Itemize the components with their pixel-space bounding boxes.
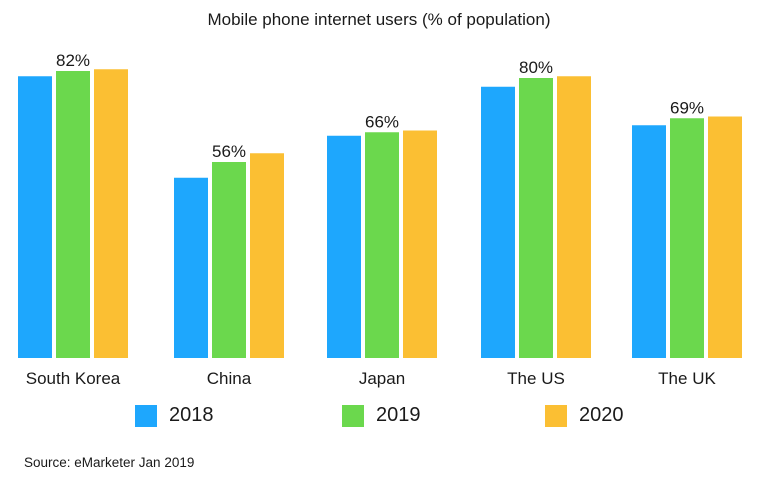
legend-label: 2018 [169, 404, 214, 426]
x-tick-label: The US [507, 369, 565, 388]
legend-swatch [342, 404, 364, 427]
bar-the-us-2020 [557, 76, 591, 358]
x-tick-label: Japan [359, 369, 405, 388]
data-label: 56% [212, 142, 246, 161]
data-label: 66% [365, 112, 399, 131]
bar-japan-2019 [365, 132, 399, 358]
bar-the-us-2018 [481, 86, 515, 358]
x-tick-label: The UK [658, 369, 716, 388]
bar-japan-2018 [327, 135, 361, 358]
x-tick-label: China [207, 369, 252, 388]
bar-the-uk-2020 [708, 116, 742, 358]
legend: 2018 2019 2020 [0, 404, 758, 434]
bar-south-korea-2020 [94, 69, 128, 358]
data-label: 82% [56, 51, 90, 70]
bar-south-korea-2019 [56, 71, 90, 358]
data-label: 69% [670, 98, 704, 117]
bar-china-2020 [250, 153, 284, 358]
legend-label: 2019 [376, 404, 421, 426]
bar-china-2018 [174, 177, 208, 358]
source-note: Source: eMarketer Jan 2019 [24, 455, 195, 470]
bar-the-us-2019 [519, 78, 553, 358]
chart-title: Mobile phone internet users (% of popula… [207, 10, 551, 29]
legend-label: 2020 [579, 404, 624, 426]
legend-item-2018: 2018 [135, 404, 214, 427]
legend-item-2020: 2020 [545, 404, 624, 427]
bar-the-uk-2019 [670, 118, 704, 358]
legend-item-2019: 2019 [342, 404, 421, 427]
bar-chart: South Korea China Japan The US The UK 82% 56% 6… [18, 51, 742, 388]
bar-china-2019 [212, 162, 246, 358]
data-label: 80% [519, 58, 553, 77]
x-tick-label: South Korea [26, 369, 121, 388]
bar-japan-2020 [403, 130, 437, 358]
legend-swatch [545, 404, 567, 427]
bar-the-uk-2018 [632, 125, 666, 358]
bar-south-korea-2018 [18, 76, 52, 358]
legend-swatch [135, 404, 157, 427]
